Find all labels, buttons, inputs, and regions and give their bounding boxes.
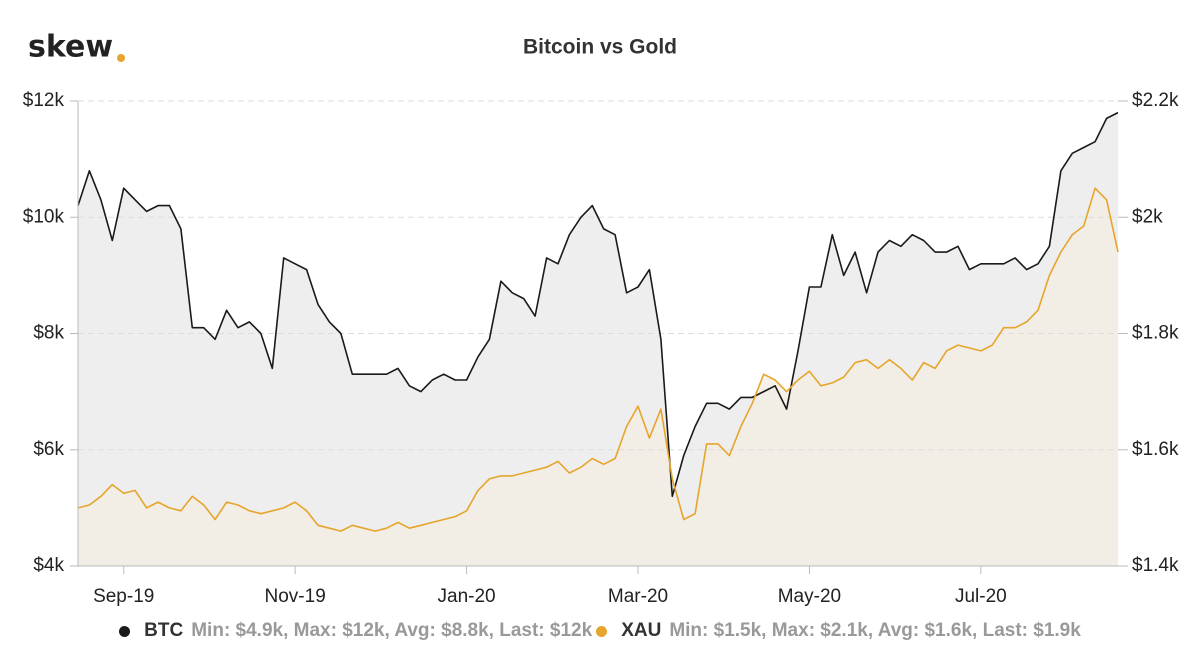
legend-marker [596, 625, 608, 637]
legend-label: BTC [144, 620, 184, 641]
brand-logo: skew [28, 30, 113, 65]
y-tick-label: $4k [33, 555, 64, 576]
x-tick-label: Mar-20 [608, 586, 668, 607]
legend-marker [119, 625, 131, 637]
legend-stats: Min: $4.9k, Max: $12k, Avg: $8.8k, Last:… [191, 620, 593, 641]
x-tick-label: Jan-20 [438, 586, 496, 607]
x-tick-label: Sep-19 [93, 586, 154, 607]
areas [78, 112, 1118, 566]
y2-tick-label: $2k [1132, 206, 1163, 227]
axes: $4k $6k $8k $10k $12k $1.4k $1.6k $1.8k $2k $2.2k… [23, 90, 1179, 607]
brand-dot [117, 54, 125, 62]
chart-title: Bitcoin vs Gold [523, 36, 677, 59]
legend-item[interactable]: BTC Min: $4.9k, Max: $12k, Avg: $8.8k, La… [119, 620, 592, 642]
y-tick-label: $6k [33, 439, 64, 460]
y2-tick-label: $1.6k [1132, 439, 1179, 460]
y-tick-label: $8k [33, 323, 64, 344]
y-tick-label: $10k [23, 206, 65, 227]
y2-tick-label: $1.4k [1132, 555, 1179, 576]
y2-tick-label: $1.8k [1132, 323, 1179, 344]
line [77, 111, 1119, 498]
y2-tick-label: $2.2k [1132, 90, 1179, 111]
lines [77, 111, 1119, 532]
legend-label: XAU [621, 620, 662, 641]
x-tick-label: May-20 [778, 586, 841, 607]
legend: BTC Min: $4.9k, Max: $12k, Avg: $8.8k, La… [0, 620, 1200, 642]
x-tick-label: Jul-20 [955, 586, 1007, 607]
line [77, 187, 1119, 532]
x-tick-label: Nov-19 [265, 586, 326, 607]
y-tick-label: $12k [23, 90, 65, 111]
legend-stats: Min: $1.5k, Max: $2.1k, Avg: $1.6k, Last… [669, 620, 1081, 641]
area [78, 188, 1118, 566]
legend-item[interactable]: XAU Min: $1.5k, Max: $2.1k, Avg: $1.6k, L… [596, 620, 1081, 642]
